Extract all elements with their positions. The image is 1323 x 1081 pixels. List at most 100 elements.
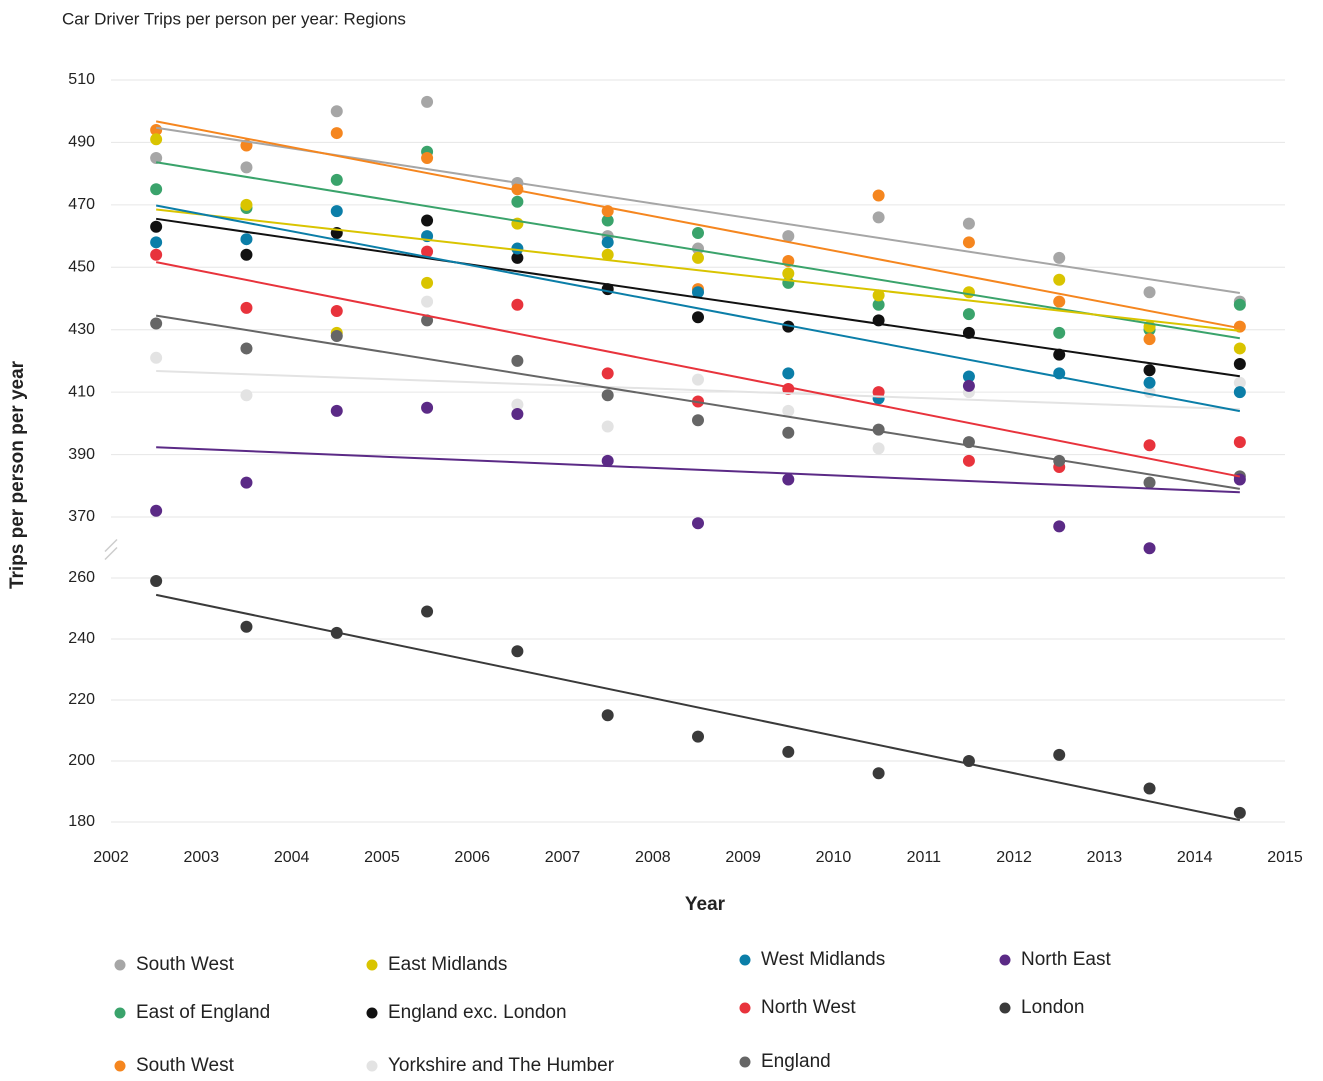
y-tick-label: 180 (68, 813, 95, 830)
data-point (1233, 298, 1246, 311)
data-point (330, 329, 343, 342)
legend-label: East of England (136, 1002, 270, 1023)
x-tick-label: 2002 (93, 849, 129, 866)
data-point (782, 473, 795, 486)
data-point (872, 298, 885, 311)
legend-label: East Midlands (388, 954, 507, 975)
data-point (330, 105, 343, 118)
data-point (601, 389, 614, 402)
x-tick-label: 2011 (907, 849, 942, 866)
data-point (330, 404, 343, 417)
legend-label: England (761, 1051, 831, 1072)
data-point (150, 133, 163, 146)
y-tick-label: 200 (68, 752, 95, 769)
data-point (1053, 251, 1066, 264)
data-point (240, 389, 253, 402)
data-point (692, 251, 704, 264)
legend-marker (366, 959, 378, 971)
data-point (421, 314, 434, 327)
legend-label: West Midlands (761, 949, 885, 970)
data-point (330, 127, 343, 140)
data-point (872, 767, 885, 780)
data-point (511, 298, 524, 311)
y-axis-label: Trips per person per year (7, 360, 28, 589)
data-point (1053, 273, 1066, 286)
data-point (1233, 386, 1246, 399)
data-point (240, 476, 253, 489)
x-tick-label: 2003 (184, 849, 220, 866)
data-point (872, 289, 885, 302)
trend-line (156, 217, 1240, 378)
data-point (240, 301, 253, 314)
data-point (962, 286, 975, 299)
data-point (421, 605, 434, 618)
y-tick-label: 510 (68, 71, 95, 88)
data-point (150, 504, 163, 517)
data-point (1053, 348, 1066, 361)
data-point (782, 426, 795, 439)
data-point (1143, 439, 1156, 452)
trend-line (156, 370, 1240, 411)
data-point (511, 242, 524, 255)
x-axis-label: Year (685, 894, 726, 915)
data-point (421, 214, 434, 227)
data-point (1143, 376, 1156, 389)
data-point (511, 195, 524, 208)
data-point (150, 220, 163, 233)
legend-label: South West (136, 1055, 235, 1076)
y-tick-label: 260 (68, 569, 95, 586)
data-point (1233, 376, 1246, 389)
data-point (1233, 806, 1246, 819)
data-point (601, 236, 614, 249)
legend-label: Yorkshire and The Humber (388, 1055, 615, 1076)
data-point (1233, 358, 1246, 371)
data-point (692, 414, 704, 427)
legend-label: London (1021, 997, 1084, 1018)
chart-title: Car Driver Trips per person per year: Re… (62, 9, 406, 28)
axis-break (104, 538, 118, 553)
data-point (240, 620, 253, 633)
data-point (1143, 286, 1156, 299)
data-point (692, 517, 704, 530)
legend-marker (999, 1002, 1011, 1014)
y-tick-label: 470 (68, 196, 95, 213)
data-point (1143, 476, 1156, 489)
data-point (962, 370, 975, 383)
data-point (872, 442, 885, 455)
data-point (692, 226, 704, 239)
data-point (150, 248, 163, 261)
data-point (872, 189, 885, 202)
axis-break (104, 546, 118, 561)
trend-line (155, 120, 1241, 330)
trend-line (155, 593, 1241, 822)
data-point (1053, 326, 1066, 339)
data-point (240, 233, 253, 246)
legend-marker (114, 959, 126, 971)
data-point (511, 183, 524, 196)
y-tick-label: 430 (68, 321, 95, 338)
y-tick-label: 370 (68, 508, 95, 525)
legend-marker (999, 954, 1011, 966)
data-point (692, 311, 704, 324)
x-tick-label: 2009 (725, 849, 761, 866)
data-point (1143, 782, 1156, 795)
data-point (421, 245, 434, 258)
data-point (150, 123, 163, 136)
data-point (330, 304, 343, 317)
data-point (782, 267, 795, 280)
trend-line (155, 204, 1241, 413)
data-point (150, 236, 163, 249)
data-point (511, 645, 524, 658)
legend-marker (366, 1007, 378, 1019)
legend-marker (739, 954, 751, 966)
x-tick-label: 2005 (364, 849, 400, 866)
data-point (962, 236, 975, 249)
y-tick-label: 410 (68, 383, 95, 400)
legend-marker (114, 1060, 126, 1072)
data-point (1053, 748, 1066, 761)
legend-marker (739, 1056, 751, 1068)
trend-line (155, 161, 1241, 340)
data-point (782, 404, 795, 417)
data-point (962, 454, 975, 467)
